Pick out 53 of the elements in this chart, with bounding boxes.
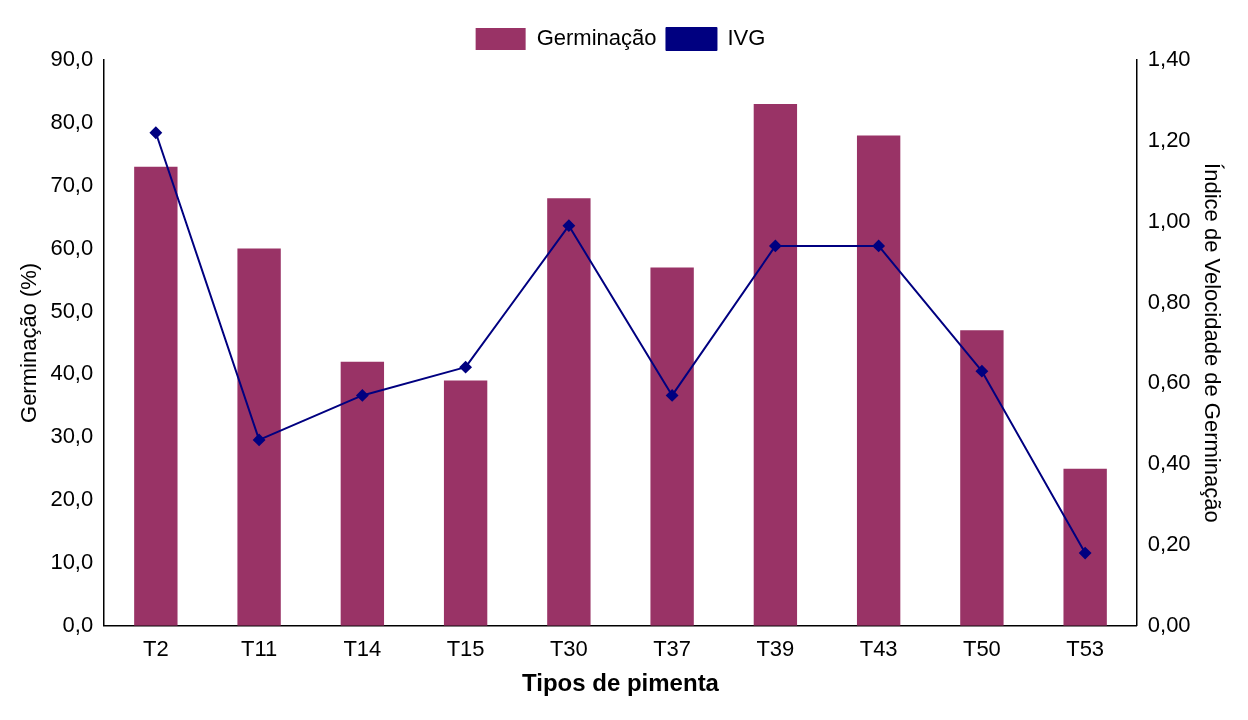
y-tick-label: 0,0 [62, 611, 94, 637]
x-tick-label: T37 [653, 636, 692, 662]
point [253, 433, 266, 446]
y-tick-label: 80,0 [50, 108, 94, 134]
x-tick-label: T39 [756, 636, 795, 662]
y2-tick-label: 1,00 [1147, 207, 1191, 233]
y-tick-label: 90,0 [50, 46, 94, 72]
y-tick-label: 60,0 [50, 234, 94, 260]
point [149, 126, 162, 139]
y-tick-label: 50,0 [50, 297, 94, 323]
y2-tick-label: 0,40 [1147, 450, 1191, 476]
point [975, 365, 988, 378]
y-tick-label: 40,0 [50, 360, 94, 386]
legend-label: Germinação [536, 25, 657, 51]
x-tick-label: T2 [143, 636, 169, 662]
bar [443, 380, 488, 626]
y-axis-title: Germinação (%) [16, 262, 42, 423]
y-tick-label: 30,0 [50, 423, 94, 449]
bar [547, 198, 591, 626]
point [459, 361, 472, 374]
bar [340, 361, 385, 626]
point [1079, 547, 1092, 560]
y2-axis-title: Índice de Velocidade de Germinação [1199, 163, 1225, 523]
bar [960, 330, 1004, 626]
bar [1063, 468, 1107, 626]
bar [753, 104, 798, 626]
point [872, 239, 885, 252]
y2-tick-label: 0,60 [1147, 369, 1191, 395]
point [356, 389, 369, 402]
y2-tick-label: 1,20 [1147, 126, 1191, 152]
x-tick-label: T14 [343, 636, 382, 662]
x-axis-title: Tipos de pimenta [522, 669, 720, 697]
x-tick-label: T15 [446, 636, 485, 662]
x-tick-label: T53 [1066, 636, 1105, 662]
x-tick-label: T11 [240, 636, 278, 662]
legend-label: IVG [727, 25, 766, 51]
point [769, 239, 782, 252]
y2-tick-label: 1,40 [1147, 46, 1191, 72]
y-tick-label: 10,0 [50, 549, 94, 574]
bar [856, 135, 901, 626]
bar [650, 267, 694, 626]
x-tick-label: T30 [549, 636, 588, 662]
bar [237, 248, 281, 626]
point [562, 219, 575, 232]
x-tick-label: T43 [859, 636, 898, 662]
bar [134, 166, 178, 626]
y2-tick-label: 0,20 [1147, 531, 1191, 557]
x-tick-label: T50 [962, 636, 1001, 662]
y-tick-label: 70,0 [50, 171, 94, 197]
y2-tick-label: 0,00 [1147, 611, 1191, 637]
y-tick-label: 20,0 [50, 486, 94, 512]
y2-tick-label: 0,80 [1147, 288, 1191, 314]
point [666, 389, 679, 402]
